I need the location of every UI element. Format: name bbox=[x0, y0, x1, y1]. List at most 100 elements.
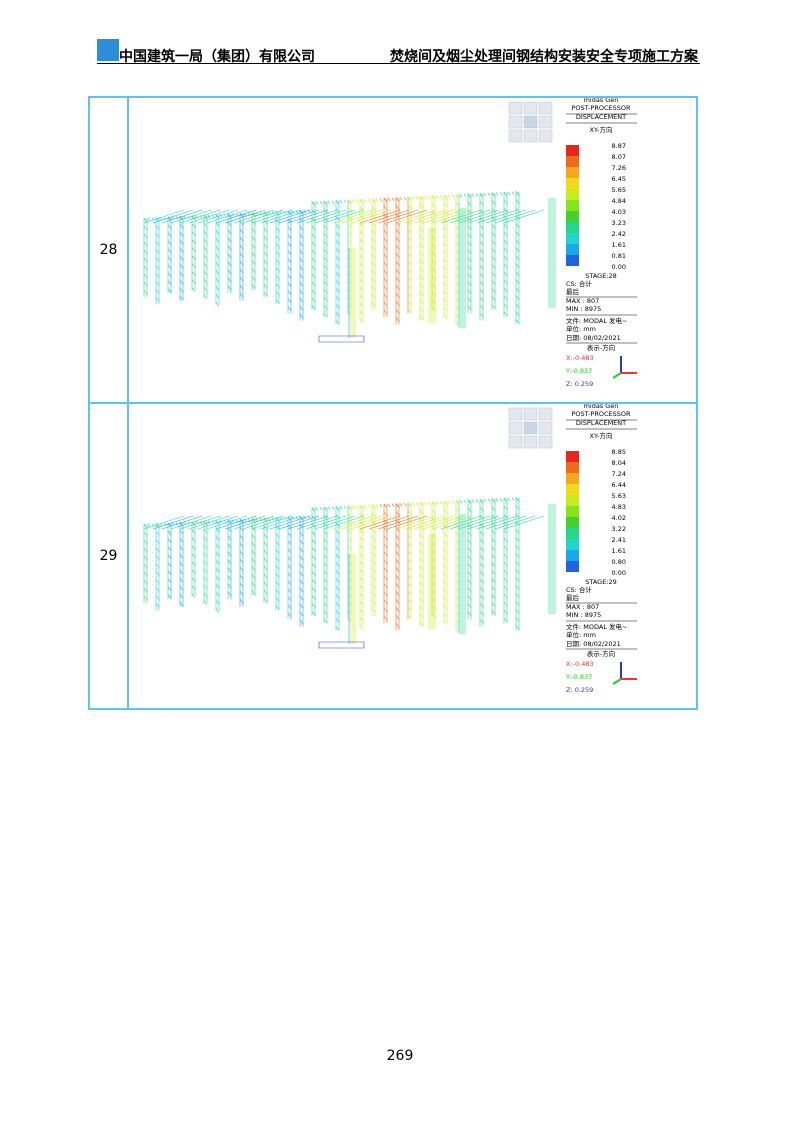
legend-swatch bbox=[566, 200, 579, 211]
member bbox=[275, 541, 280, 546]
member bbox=[371, 238, 376, 243]
member bbox=[347, 279, 352, 284]
member bbox=[323, 304, 328, 310]
member bbox=[161, 209, 203, 224]
member bbox=[503, 609, 508, 615]
member bbox=[467, 587, 472, 592]
member bbox=[479, 499, 484, 504]
member bbox=[451, 500, 455, 504]
member bbox=[371, 206, 376, 211]
member bbox=[227, 277, 232, 282]
member bbox=[278, 515, 320, 530]
result-image: midas Gen POST-PROCESSOR DISPLACEMENT XY-方向… bbox=[127, 402, 698, 710]
member bbox=[395, 277, 400, 282]
member bbox=[191, 585, 196, 590]
member bbox=[383, 261, 388, 267]
member bbox=[155, 547, 160, 552]
member bbox=[407, 260, 412, 265]
member bbox=[299, 572, 304, 577]
legend-swatch bbox=[566, 561, 579, 572]
member bbox=[395, 583, 400, 588]
member bbox=[395, 567, 400, 572]
member bbox=[419, 276, 424, 281]
member bbox=[311, 241, 316, 246]
member bbox=[455, 500, 460, 505]
member bbox=[287, 282, 292, 287]
member bbox=[503, 497, 508, 503]
member bbox=[199, 521, 203, 525]
member bbox=[455, 298, 460, 303]
member bbox=[191, 545, 196, 550]
member bbox=[279, 517, 283, 521]
legend-info: 最后 bbox=[566, 593, 580, 602]
member bbox=[167, 256, 172, 261]
member bbox=[359, 537, 364, 542]
member bbox=[419, 260, 424, 265]
member bbox=[167, 562, 172, 567]
member bbox=[191, 537, 196, 542]
member bbox=[239, 543, 244, 548]
member bbox=[359, 553, 364, 558]
member bbox=[263, 291, 268, 297]
member bbox=[239, 519, 244, 524]
member bbox=[515, 513, 520, 518]
member bbox=[407, 518, 412, 523]
member bbox=[431, 589, 436, 594]
stage-label: STAGE:29 bbox=[585, 578, 617, 586]
member bbox=[263, 549, 268, 555]
member bbox=[287, 234, 292, 239]
legend-value: 3.23 bbox=[612, 219, 626, 227]
member bbox=[515, 199, 520, 204]
member bbox=[347, 609, 352, 614]
member bbox=[263, 251, 268, 257]
member bbox=[251, 276, 256, 281]
member bbox=[491, 224, 496, 229]
member bbox=[395, 607, 400, 612]
member bbox=[287, 250, 292, 255]
member bbox=[458, 209, 500, 224]
member bbox=[503, 601, 508, 607]
member bbox=[449, 209, 491, 224]
member bbox=[311, 587, 316, 592]
member bbox=[263, 219, 268, 225]
member bbox=[491, 264, 496, 269]
member bbox=[455, 210, 460, 215]
member bbox=[203, 552, 208, 558]
member bbox=[311, 611, 316, 616]
member bbox=[195, 215, 199, 219]
member bbox=[467, 209, 509, 224]
member bbox=[503, 513, 508, 519]
member bbox=[199, 215, 203, 219]
member bbox=[203, 536, 208, 542]
member bbox=[503, 577, 508, 583]
member bbox=[323, 256, 328, 262]
member bbox=[419, 614, 424, 619]
member bbox=[251, 582, 256, 587]
member bbox=[431, 203, 436, 208]
member bbox=[143, 531, 148, 537]
member bbox=[467, 289, 472, 294]
member bbox=[167, 554, 172, 559]
member bbox=[215, 238, 220, 243]
member bbox=[431, 243, 436, 248]
member bbox=[263, 525, 268, 531]
member bbox=[203, 278, 208, 284]
member bbox=[143, 217, 148, 223]
member bbox=[407, 228, 412, 233]
member bbox=[467, 193, 472, 198]
view-cube bbox=[523, 129, 538, 143]
member bbox=[371, 528, 376, 533]
member bbox=[455, 620, 460, 625]
member bbox=[215, 302, 220, 307]
member bbox=[314, 515, 356, 530]
member bbox=[467, 233, 472, 238]
member bbox=[347, 239, 352, 244]
view-cube bbox=[523, 435, 538, 449]
member bbox=[375, 198, 379, 202]
member bbox=[339, 506, 343, 510]
member bbox=[407, 558, 412, 563]
member bbox=[335, 610, 340, 615]
member bbox=[476, 515, 518, 530]
member bbox=[347, 311, 352, 316]
member bbox=[323, 554, 328, 560]
